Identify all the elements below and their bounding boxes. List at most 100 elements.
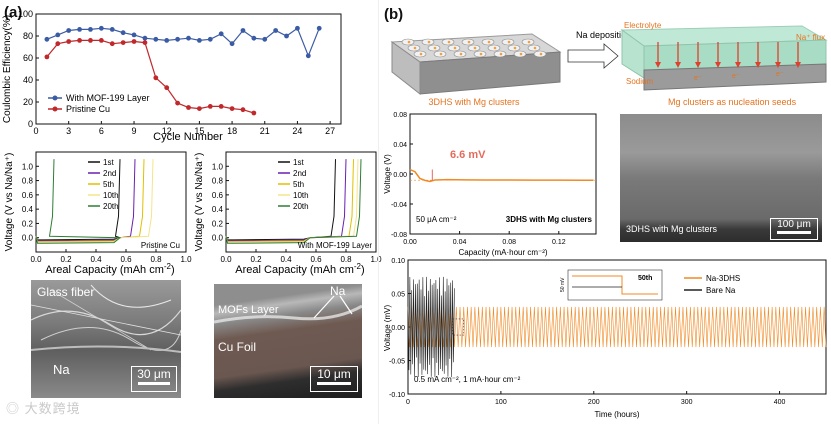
volt-mof-frame	[225, 151, 377, 253]
vsmall-series-line	[409, 168, 594, 183]
ce-point	[229, 41, 235, 47]
seeds-label: Mg clusters as nucleation seeds	[668, 97, 797, 107]
ce-point	[196, 106, 202, 111]
electron-label-1: e⁻	[694, 75, 702, 82]
volt-mof-ylabel: Voltage (V vs Na/Na⁺)	[194, 153, 205, 252]
xtick-label: 18	[227, 126, 237, 136]
vlong-note: 0.5 mA cm⁻², 1 mA·hour cm⁻²	[414, 375, 521, 384]
ce-point	[175, 36, 181, 42]
ytick-label: 40	[23, 75, 33, 85]
ce-point	[109, 41, 115, 47]
ce-point	[240, 107, 246, 113]
scale-bar-100um: 100 μm	[770, 218, 818, 240]
xtick-label: 400	[774, 399, 786, 406]
ce-point	[262, 36, 268, 42]
ce-point	[240, 28, 246, 33]
scale-text-10um: 10 μm	[317, 367, 351, 381]
mg-cluster-dot	[493, 46, 497, 50]
xtick-label: 0.12	[552, 239, 566, 246]
fiber-texture	[31, 284, 181, 353]
legend-text-10th: 10th	[103, 191, 119, 200]
xtick-label: 0.8	[340, 255, 352, 264]
volt-mof-annotation: With MOF-199 Layer	[298, 241, 373, 250]
vsmall-ylabel: Voltage (V)	[383, 154, 392, 194]
xtick-label: 0.2	[60, 255, 72, 264]
electron-label-3: e⁻	[776, 71, 784, 78]
flux-arrowhead	[695, 62, 701, 68]
mg-cluster-dot	[539, 52, 543, 56]
scale-bar-line-3	[777, 231, 811, 234]
ytick-label: 100	[18, 9, 33, 19]
ytick-label: 0.00	[393, 172, 407, 179]
ce-point	[44, 36, 50, 42]
ce-point	[251, 35, 257, 41]
watermark: ◎ 大数跨境	[6, 401, 81, 416]
ce-point	[273, 28, 279, 33]
mg-cluster-dot	[433, 46, 437, 50]
mg-cluster-dot	[467, 40, 471, 44]
volt-curve-5th	[35, 159, 145, 243]
xtick-label: 0	[406, 399, 410, 406]
flux-label: Na⁺ flux	[796, 33, 825, 42]
ce-point	[218, 31, 224, 37]
volt-cu-chart: 0.0 0.2 0.4 0.6 0.8 1.0 0.0 0.2 0.4 0.6 0.8 1.0 1s…	[4, 151, 192, 276]
xtick-label: 0.0	[220, 255, 232, 264]
glass-fiber-label: Glass fiber	[37, 285, 95, 299]
mg-cluster-dot	[407, 40, 411, 44]
xtick-label: 0.04	[453, 239, 467, 246]
scale-bar-10um: 10 μm	[310, 366, 358, 392]
ce-point	[88, 27, 93, 32]
mg-cluster-dot	[487, 40, 491, 44]
sem-3dhs-image: 3DHS with Mg clusters 100 μm	[620, 114, 822, 242]
ce-point	[207, 36, 213, 42]
ytick-label: 1.0	[22, 162, 34, 171]
volt-curve-2nd	[225, 159, 347, 242]
xtick-label: 0.6	[310, 255, 322, 264]
ce-point	[175, 100, 181, 106]
scale-text-30um: 30 μm	[137, 367, 171, 381]
xtick-label: 1.0	[180, 255, 192, 264]
electrolyte-label: Electrolyte	[624, 21, 662, 30]
ce-point	[196, 38, 202, 43]
schematic-left-caption: 3DHS with Mg clusters	[428, 97, 520, 107]
ytick-label: 0.4	[212, 205, 224, 214]
volt-curve-10th	[225, 159, 359, 243]
ce-point	[55, 41, 61, 47]
xtick-label: 15	[194, 126, 204, 136]
ytick-label: 0.8	[212, 177, 224, 186]
ce-ylabel: Coulombic Efficiency(%)	[2, 15, 13, 123]
ce-point	[153, 75, 159, 81]
mg-cluster-dot	[527, 40, 531, 44]
scale-text-100um: 100 μm	[777, 219, 811, 230]
ce-xlabel: Cycle Number	[153, 131, 223, 143]
ytick-label: 0.2	[212, 219, 224, 228]
ce-point	[142, 35, 148, 41]
legend-text-1st: 1st	[293, 158, 304, 167]
arrow-label: Na deposition	[576, 30, 631, 40]
ce-point	[164, 85, 170, 91]
flux-arrowhead	[675, 62, 681, 68]
vsmall-xlabel: Capacity (mA·hour cm⁻²)	[458, 248, 547, 257]
ytick-label: 0	[28, 119, 33, 129]
ce-point	[88, 38, 93, 43]
na-pointer-line-2	[339, 295, 353, 315]
vlong-legend: Na-3DHS Bare Na	[684, 274, 740, 295]
honeycomb-block	[390, 33, 562, 96]
ce-point	[98, 25, 104, 31]
ce-point	[77, 38, 82, 43]
vlong-ylabel: Voltage (mV)	[383, 305, 392, 352]
legend-text-20th: 20th	[103, 202, 119, 211]
ce-point	[295, 25, 300, 31]
flux-arrowhead	[775, 62, 781, 68]
ytick-label: 0.10	[391, 258, 405, 265]
ytick-label: 0.08	[393, 112, 407, 119]
ce-point	[55, 32, 61, 38]
legend-text-5th: 5th	[293, 180, 304, 189]
ytick-label: 0.05	[391, 292, 405, 299]
ytick-label: 0.4	[22, 205, 34, 214]
mg-cluster-dot	[419, 52, 423, 56]
scale-bar-30um: 30 μm	[131, 366, 177, 392]
ytick-label: 0.6	[212, 191, 224, 200]
xtick-label: 100	[495, 399, 507, 406]
legend-text-cu: Pristine Cu	[66, 104, 110, 114]
